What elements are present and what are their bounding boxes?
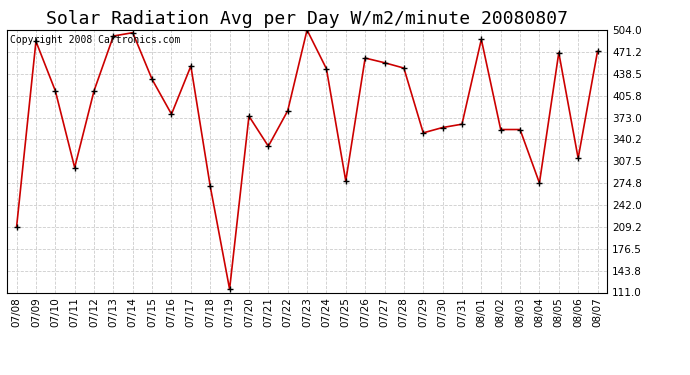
Text: Copyright 2008 Cartronics.com: Copyright 2008 Cartronics.com: [10, 35, 180, 45]
Title: Solar Radiation Avg per Day W/m2/minute 20080807: Solar Radiation Avg per Day W/m2/minute …: [46, 10, 568, 28]
